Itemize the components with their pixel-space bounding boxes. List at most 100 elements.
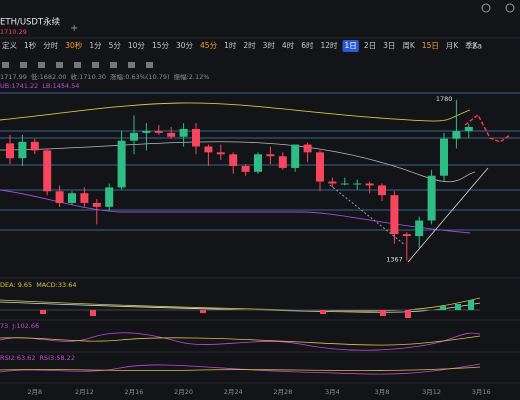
candle-body xyxy=(266,154,275,157)
boll-text: UB:1741.22 xyxy=(0,82,38,90)
x-tick-label: 2月24 xyxy=(224,388,243,396)
timeframe[interactable]: 12时 xyxy=(320,40,338,50)
toolbar: 定义 1秒 分时 30秒 1分 5分 10分 15分 30分 45分 1时 2时 3时 4时 6时 12时 1日… xyxy=(2,40,479,52)
candle-body xyxy=(415,220,424,237)
trend-line xyxy=(329,184,406,246)
boll-row: UB:1741.22 LB:1454.54 xyxy=(0,82,79,90)
timeframe[interactable]: 6时 xyxy=(301,40,314,50)
timeframe[interactable]: 1时 xyxy=(224,40,237,50)
candle-body xyxy=(390,195,399,235)
timeframe[interactable]: 周K xyxy=(402,41,415,50)
info-text: 振幅:2.12% xyxy=(174,72,210,81)
dea-line xyxy=(0,301,481,313)
x-tick-label: 2月8 xyxy=(27,388,42,396)
x-tick-label: 2月12 xyxy=(75,388,94,396)
x-tick-label: 3月16 xyxy=(472,388,491,396)
timeframe-active xyxy=(342,40,359,52)
x-tick-label: 3月4 xyxy=(325,388,340,396)
timeframe[interactable]: 10分 xyxy=(128,41,146,50)
timeframe[interactable]: 3时 xyxy=(263,40,276,50)
kdj-text: 73 xyxy=(0,322,8,330)
timeframe[interactable]: 季K xyxy=(465,40,478,50)
candle-body xyxy=(278,156,287,168)
candle-body xyxy=(142,130,151,133)
candle-body xyxy=(92,202,101,207)
macd-hist xyxy=(440,300,474,310)
timeframe[interactable]: 30分 xyxy=(176,41,194,50)
candle-body xyxy=(353,183,362,185)
bell-icon[interactable] xyxy=(505,3,515,13)
rsi-text: RSI2:63.62 xyxy=(0,354,36,362)
candle-body xyxy=(229,154,238,166)
tab-price: 1710.29 xyxy=(0,28,27,36)
candle-body xyxy=(427,175,436,221)
kdj-text: J:102.66 xyxy=(11,322,39,330)
low-annotation: 1367 xyxy=(386,256,403,264)
rsi-text: RSI3:58.22 xyxy=(40,354,76,362)
candle-body xyxy=(80,193,89,203)
high-annotation: 1780 xyxy=(436,95,453,103)
candle-body xyxy=(464,126,473,132)
trend-line xyxy=(407,167,489,263)
kdj-label: 73 J:102.66 xyxy=(0,322,39,330)
timeframe[interactable]: 定义 xyxy=(2,40,17,50)
timeframe[interactable]: 月K xyxy=(446,41,459,50)
toolbar-right[interactable]: 2a xyxy=(472,42,482,51)
macd-text: DEA: 9.65 xyxy=(0,281,32,289)
candle-body xyxy=(30,141,39,151)
boll-upper xyxy=(0,102,471,122)
kdj-line xyxy=(0,335,481,346)
macd-label: DEA: 9.65 MACD:33.64 xyxy=(0,281,76,289)
info-row: 1717.99 低:1682.00 收:1710.30 涨幅:0.63%(10.79)… xyxy=(0,72,209,81)
timeframe[interactable]: 45分 xyxy=(200,41,218,50)
candle-body xyxy=(167,132,176,137)
candle-body xyxy=(154,130,163,133)
candle-body xyxy=(452,131,461,139)
arrow-drawing xyxy=(464,113,511,143)
x-tick-label: 2月16 xyxy=(125,388,144,396)
candle-body xyxy=(340,183,349,185)
timeframe[interactable]: 2日 xyxy=(364,41,376,50)
timeframe[interactable]: 15分 xyxy=(152,41,170,50)
candle-body xyxy=(18,141,27,159)
candle-body xyxy=(254,154,262,172)
candle-body xyxy=(303,144,312,153)
kdj-line xyxy=(0,332,481,351)
add-tab[interactable]: + xyxy=(70,23,78,34)
timeframe[interactable]: 3日 xyxy=(383,41,395,50)
candle-body xyxy=(43,150,52,192)
rsi-line xyxy=(0,363,481,375)
candle-body xyxy=(316,152,324,182)
candle-body xyxy=(204,146,213,153)
timeframe[interactable]: 1分 xyxy=(89,41,102,50)
timeframe[interactable]: 1日 xyxy=(345,41,357,50)
candle-body xyxy=(216,152,225,155)
timeframe[interactable]: 1秒 xyxy=(24,40,37,50)
candle-body xyxy=(440,138,448,176)
candle-body xyxy=(130,132,138,141)
timeframe[interactable]: 分时 xyxy=(43,40,58,50)
info-text: 低:1682.00 xyxy=(31,72,67,81)
info-text: 涨幅:0.63%(10.79) xyxy=(110,72,170,81)
candle-body xyxy=(192,128,200,147)
timeframe[interactable]: 2时 xyxy=(243,40,256,50)
candle-body xyxy=(6,143,14,159)
tab-title[interactable]: ETH/USDT永续 xyxy=(0,17,61,28)
timeframe[interactable]: 4时 xyxy=(282,40,295,50)
timeframe[interactable]: 5分 xyxy=(109,41,122,50)
candle-body xyxy=(328,181,337,184)
timeframe[interactable]: 30秒 xyxy=(65,40,83,50)
x-tick-label: 2月28 xyxy=(273,388,292,396)
candle-body xyxy=(365,183,374,186)
candles: 1780 1367 xyxy=(6,95,473,264)
rsi-line xyxy=(0,366,481,371)
rsi-label: RSI2:63.62 RSI3:58.22 xyxy=(0,354,75,362)
boll-lower xyxy=(0,189,471,234)
candle-body xyxy=(55,191,64,203)
x-axis: 2月8 2月12 2月16 2月20 2月24 2月28 3月4 3月8 3月12 3月16 xyxy=(27,388,490,396)
timeframe[interactable]: 15日 xyxy=(422,41,439,50)
search-icon[interactable] xyxy=(481,3,491,13)
candle-body xyxy=(378,185,386,196)
info-text: 收:1710.30 xyxy=(70,72,106,81)
